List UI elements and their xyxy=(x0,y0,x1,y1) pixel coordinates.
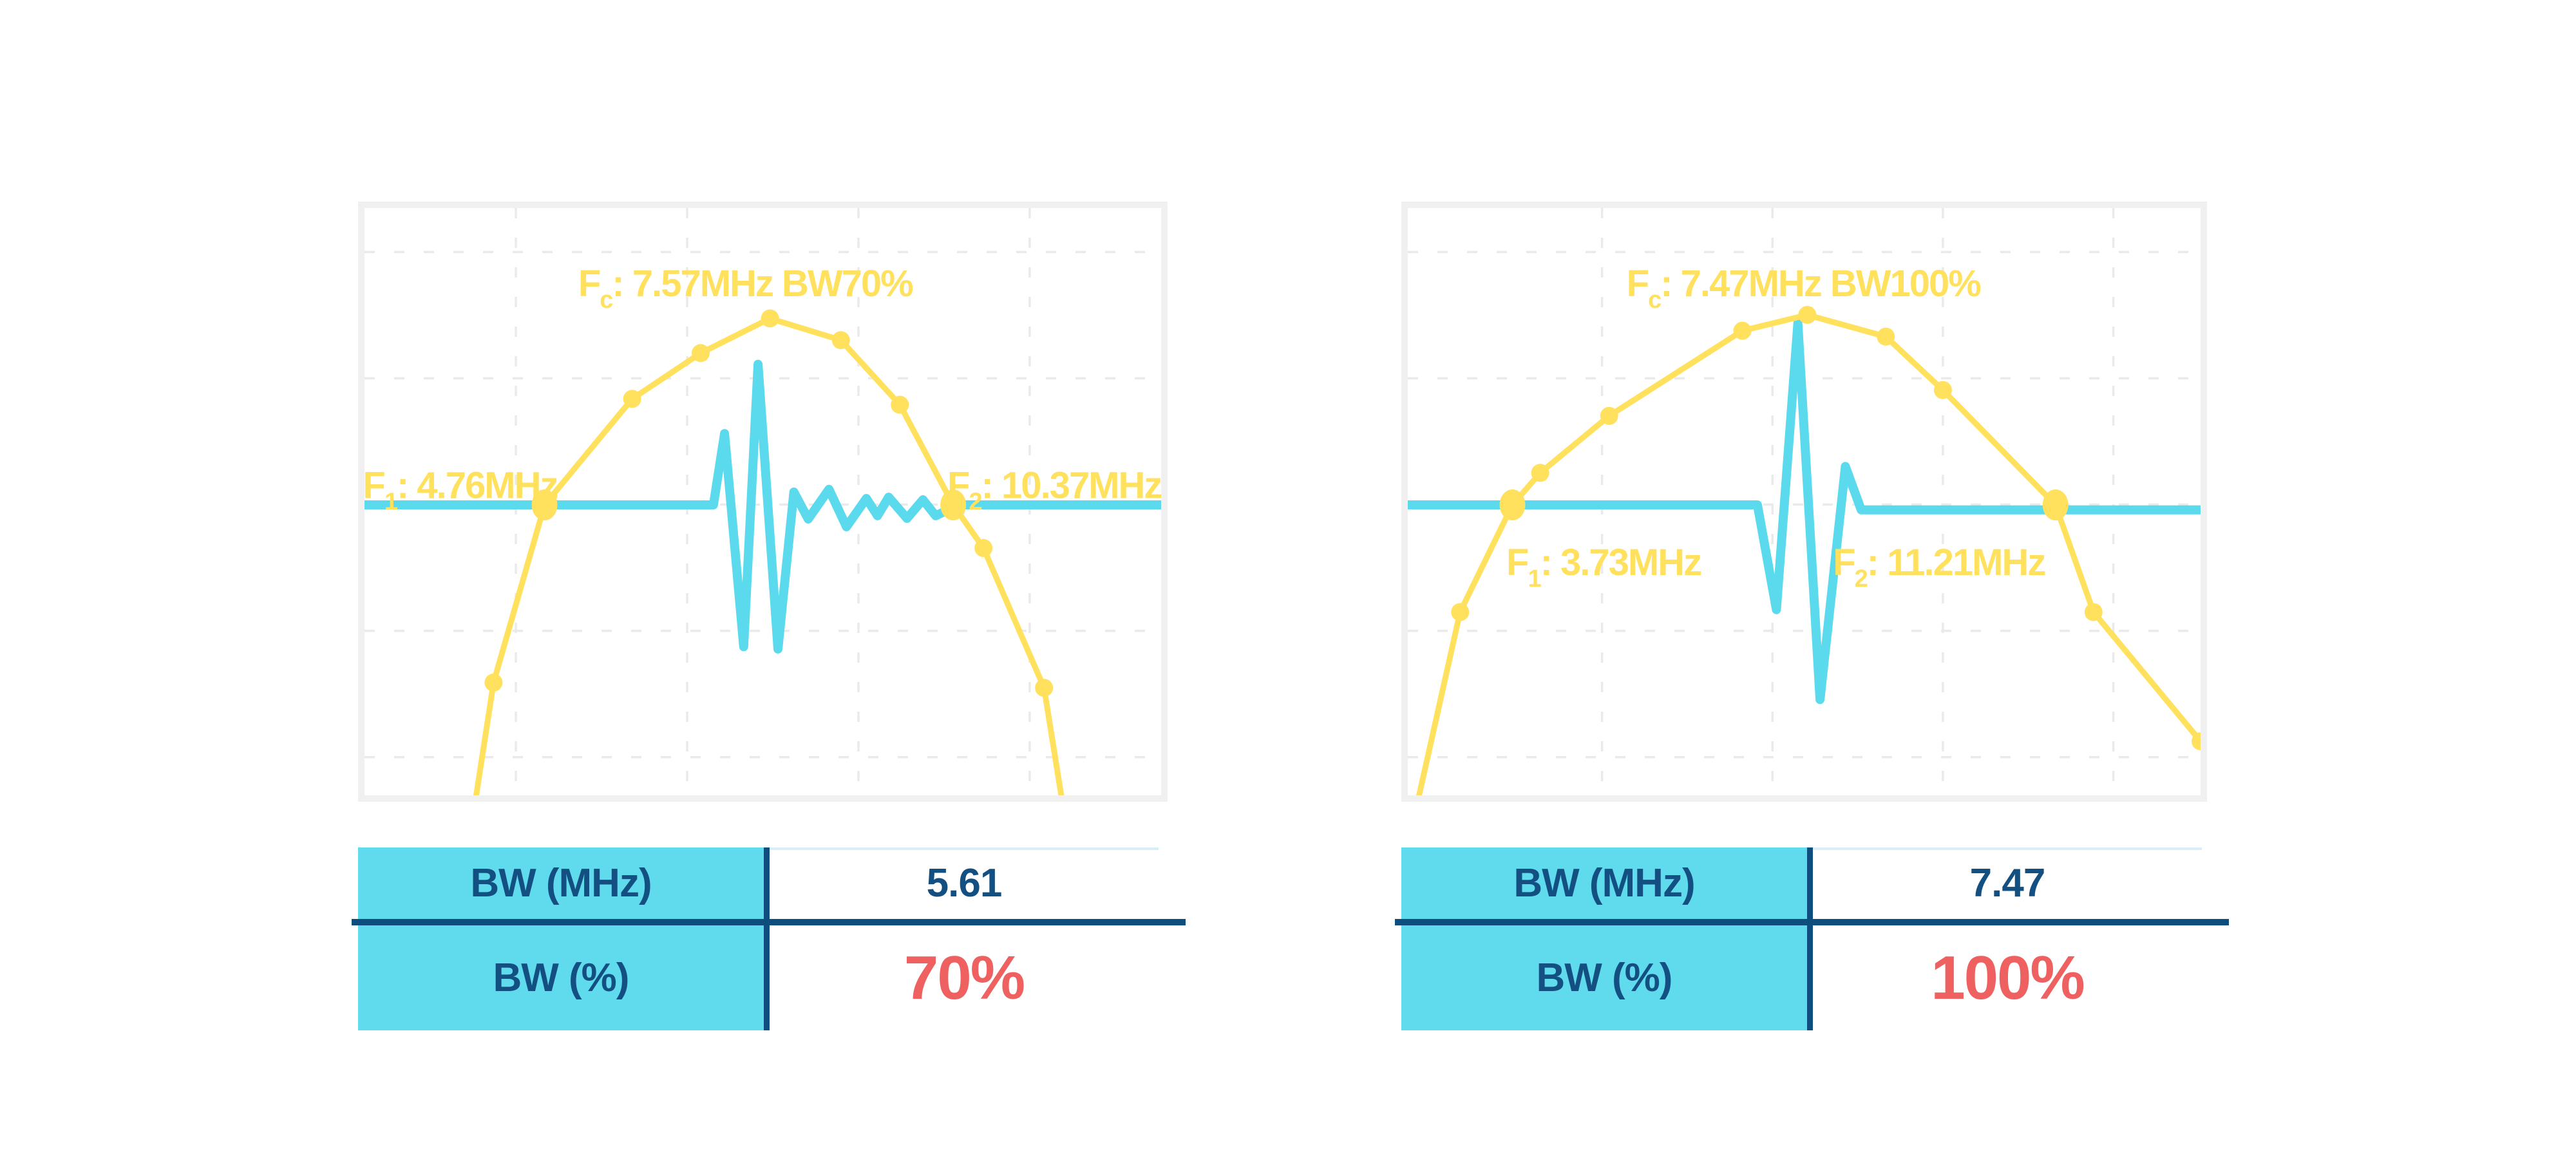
bw-mhz-label: BW (MHz) xyxy=(470,861,652,905)
spectrum-point-marker xyxy=(623,390,641,408)
f1-annotation: F1: 3.73MHz xyxy=(1506,542,1701,592)
cutoff-frequency-marker xyxy=(1499,489,1526,521)
spectrum-point-marker xyxy=(831,331,850,350)
bw-pct-label: BW (%) xyxy=(493,956,630,1000)
spectrum-point-marker xyxy=(891,395,909,414)
spectrum-plot-svg: Fc: 7.47MHz BW100% F1: 3.73MHz F2: 11.21MH… xyxy=(1408,208,2201,795)
spectrum-point-marker xyxy=(484,673,503,692)
echo-waveform-line xyxy=(365,359,1161,654)
spectrum-point-marker xyxy=(761,309,779,328)
fc-annotation: Fc: 7.57MHz BW70% xyxy=(578,263,913,314)
table-header-column xyxy=(1401,847,1807,1030)
fc-annotation: Fc: 7.47MHz BW100% xyxy=(1627,263,1982,314)
spectrum-chart-bw70: Fc: 7.57MHz BW70% F1: 4.76MHz F2: 10.37MHz xyxy=(358,202,1168,802)
bw-pct-value: 70% xyxy=(904,943,1025,1012)
column-divider-line xyxy=(1807,847,1813,1030)
value-column-top-line xyxy=(770,847,1159,850)
bw-pct-value: 100% xyxy=(1931,943,2085,1012)
bw-table-100: BW (MHz) 7.47 BW (%) 100% xyxy=(1395,847,2229,1030)
spectrum-curve-line xyxy=(1416,312,2201,795)
bw-table-70: BW (MHz) 5.61 BW (%) 70% xyxy=(352,847,1186,1030)
spectrum-curve-line xyxy=(473,316,1065,795)
spectrum-point-marker xyxy=(2084,603,2103,621)
spectrum-point-marker xyxy=(692,344,710,363)
dashed-gridlines xyxy=(1408,208,2201,795)
f2-annotation: F2: 11.21MHz xyxy=(1833,542,2045,592)
spectrum-point-marker xyxy=(1600,406,1618,425)
echo-waveform-line xyxy=(1408,318,2201,705)
column-divider-line xyxy=(764,847,770,1030)
cutoff-frequency-marker xyxy=(2042,489,2069,521)
table-header-column xyxy=(358,847,764,1030)
spectrum-point-marker xyxy=(1451,603,1470,621)
spectrum-plot-svg: Fc: 7.57MHz BW70% F1: 4.76MHz F2: 10.37MHz xyxy=(365,208,1161,795)
value-column-top-line xyxy=(1813,847,2202,850)
dashed-gridlines xyxy=(365,208,1161,795)
spectrum-point-marker xyxy=(2192,732,2201,751)
f2-annotation: F2: 10.37MHz xyxy=(947,465,1161,516)
f1-annotation: F1: 4.76MHz xyxy=(365,465,557,516)
spectrum-point-marker xyxy=(1798,305,1817,324)
spectrum-point-marker xyxy=(1035,679,1054,697)
spectrum-point-marker xyxy=(1933,381,1952,399)
spectrum-point-marker xyxy=(974,539,993,558)
spectrum-chart-bw100: Fc: 7.47MHz BW100% F1: 3.73MHz F2: 11.21MH… xyxy=(1401,202,2207,802)
cutoff-frequency-marker xyxy=(531,489,558,521)
bw-mhz-label: BW (MHz) xyxy=(1513,861,1695,905)
cutoff-frequency-marker xyxy=(940,489,967,521)
spectrum-point-marker xyxy=(1733,321,1752,340)
spectrum-point-marker xyxy=(1531,464,1549,482)
bw-mhz-value: 5.61 xyxy=(926,861,1003,905)
bw-mhz-value: 7.47 xyxy=(1969,861,2046,905)
spectrum-point-marker xyxy=(1877,327,1895,346)
bw-pct-label: BW (%) xyxy=(1536,956,1673,1000)
